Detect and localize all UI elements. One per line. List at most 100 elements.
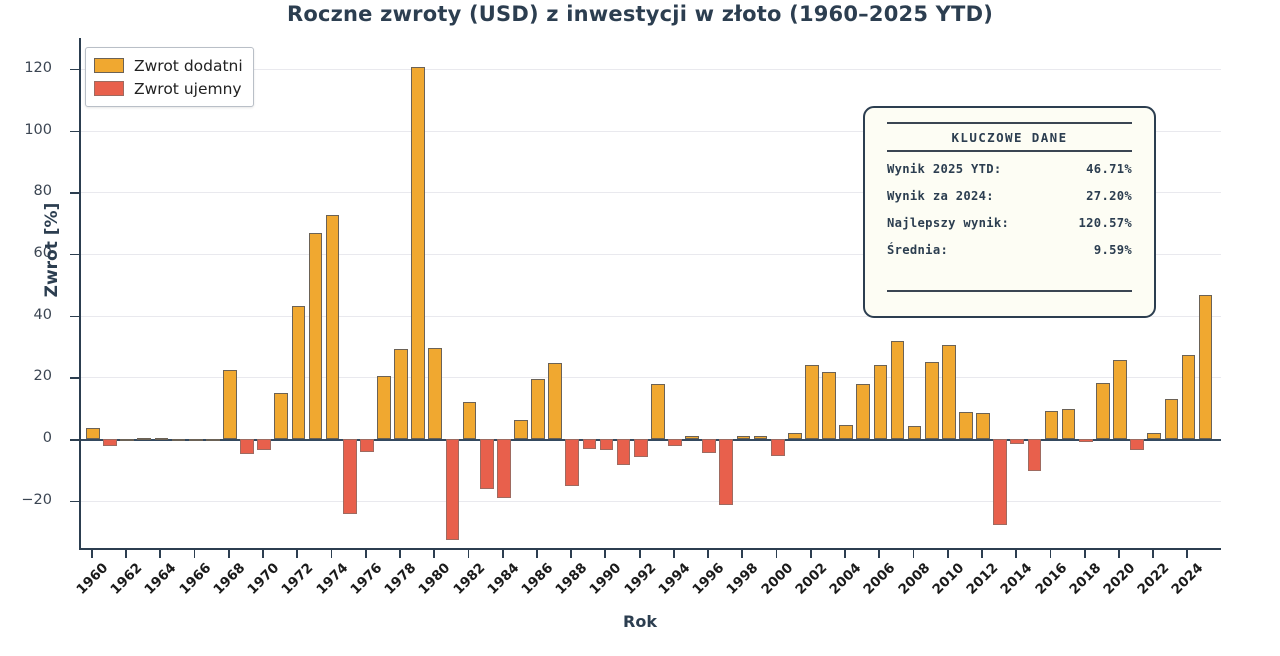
bar[interactable] xyxy=(360,438,374,452)
bar[interactable] xyxy=(1198,294,1213,439)
bar[interactable] xyxy=(1061,408,1076,439)
bar[interactable] xyxy=(616,438,631,466)
x-tick-mark xyxy=(90,550,93,558)
bar[interactable] xyxy=(103,438,117,446)
bar[interactable] xyxy=(377,376,391,439)
bar[interactable] xyxy=(1096,382,1110,439)
x-tick-mark xyxy=(467,550,470,558)
bar[interactable] xyxy=(993,438,1008,525)
bar[interactable] xyxy=(976,413,990,439)
infobox-rule-top xyxy=(887,122,1132,124)
bar[interactable] xyxy=(223,369,237,439)
x-tick-mark xyxy=(809,550,812,558)
bar[interactable] xyxy=(959,411,973,439)
bar[interactable] xyxy=(856,384,871,439)
bar[interactable] xyxy=(531,378,545,439)
bar[interactable] xyxy=(599,438,614,451)
bar[interactable] xyxy=(1130,438,1144,451)
bar[interactable] xyxy=(1078,438,1093,443)
x-tick-mark xyxy=(1186,550,1189,558)
bar[interactable] xyxy=(514,420,528,439)
bar[interactable] xyxy=(137,438,152,441)
bar[interactable] xyxy=(1147,432,1162,439)
bar[interactable] xyxy=(565,438,580,487)
bar[interactable] xyxy=(787,433,802,439)
bar[interactable] xyxy=(719,438,734,505)
bar[interactable] xyxy=(668,438,682,446)
x-tick-mark xyxy=(125,550,127,558)
infobox-heading: KLUCZOWE DANE xyxy=(951,130,1068,145)
bar[interactable] xyxy=(86,427,100,439)
x-tick-mark xyxy=(878,550,881,558)
bar[interactable] xyxy=(582,438,597,449)
bar[interactable] xyxy=(120,438,135,441)
bar[interactable] xyxy=(685,435,699,439)
x-tick-mark xyxy=(1015,550,1018,558)
bar[interactable] xyxy=(171,438,186,441)
bar[interactable] xyxy=(154,438,169,441)
bar[interactable] xyxy=(941,344,956,439)
bar[interactable] xyxy=(445,438,460,540)
legend-label-positive: Zwrot dodatni xyxy=(134,56,243,75)
y-tick-label: −20 xyxy=(21,491,52,508)
y-tick-mark xyxy=(70,192,79,194)
bar[interactable] xyxy=(308,232,323,439)
bar[interactable] xyxy=(1044,410,1059,439)
bar[interactable] xyxy=(1113,360,1127,439)
bar[interactable] xyxy=(702,438,717,454)
bar[interactable] xyxy=(205,438,220,441)
bar[interactable] xyxy=(496,438,511,499)
bar[interactable] xyxy=(411,67,426,439)
bar[interactable] xyxy=(428,347,443,439)
x-tick-mark xyxy=(844,550,846,558)
bar[interactable] xyxy=(1010,438,1025,444)
infobox-row: Wynik za 2024: 27.20% xyxy=(887,189,1132,203)
bar[interactable] xyxy=(462,401,477,439)
x-tick-mark xyxy=(193,550,196,558)
bar[interactable] xyxy=(890,341,905,439)
gridline xyxy=(81,253,1221,255)
y-tick-mark xyxy=(70,68,79,71)
x-tick-mark xyxy=(570,550,573,558)
x-tick-mark xyxy=(1152,550,1155,558)
bar[interactable] xyxy=(240,438,254,454)
bar[interactable] xyxy=(873,365,888,439)
gridline xyxy=(81,130,1221,132)
x-tick-mark xyxy=(262,550,264,558)
y-axis-label: Zwrot [%] xyxy=(42,202,62,298)
bar[interactable] xyxy=(633,438,648,457)
x-tick-mark xyxy=(604,550,607,558)
x-tick-mark xyxy=(159,550,162,558)
bar[interactable] xyxy=(1027,438,1042,472)
bar[interactable] xyxy=(325,215,340,439)
y-tick-label: 60 xyxy=(33,244,52,261)
y-tick-mark xyxy=(70,500,79,503)
bar[interactable] xyxy=(257,438,271,451)
bar[interactable] xyxy=(839,424,853,439)
bar[interactable] xyxy=(907,425,922,439)
bar[interactable] xyxy=(770,438,785,456)
y-tick-label: 40 xyxy=(33,306,52,323)
key-stats-box: KLUCZOWE DANE Wynik 2025 YTD: 46.71% Wynik… xyxy=(863,106,1156,318)
bar[interactable] xyxy=(822,372,836,439)
bar[interactable] xyxy=(188,438,203,441)
bar[interactable] xyxy=(1164,398,1179,439)
bar[interactable] xyxy=(651,384,665,439)
gold-returns-chart: Roczne zwroty (USD) z inwestycji w złoto… xyxy=(21,2,1221,631)
bar[interactable] xyxy=(924,361,939,439)
legend-item-positive[interactable]: Zwrot dodatni xyxy=(94,54,243,77)
x-tick-mark xyxy=(672,550,675,558)
bar[interactable] xyxy=(291,305,306,439)
chart-legend: Zwrot dodatni Zwrot ujemny xyxy=(85,47,254,107)
bar[interactable] xyxy=(736,436,751,439)
bar[interactable] xyxy=(805,364,819,439)
gridline xyxy=(81,192,1221,194)
bar[interactable] xyxy=(753,436,768,439)
bar[interactable] xyxy=(479,438,494,490)
bar[interactable] xyxy=(342,438,357,514)
bar[interactable] xyxy=(274,393,289,439)
bar[interactable] xyxy=(1181,355,1196,439)
bar[interactable] xyxy=(394,348,408,439)
bar[interactable] xyxy=(548,363,562,439)
legend-item-negative[interactable]: Zwrot ujemny xyxy=(94,77,243,100)
